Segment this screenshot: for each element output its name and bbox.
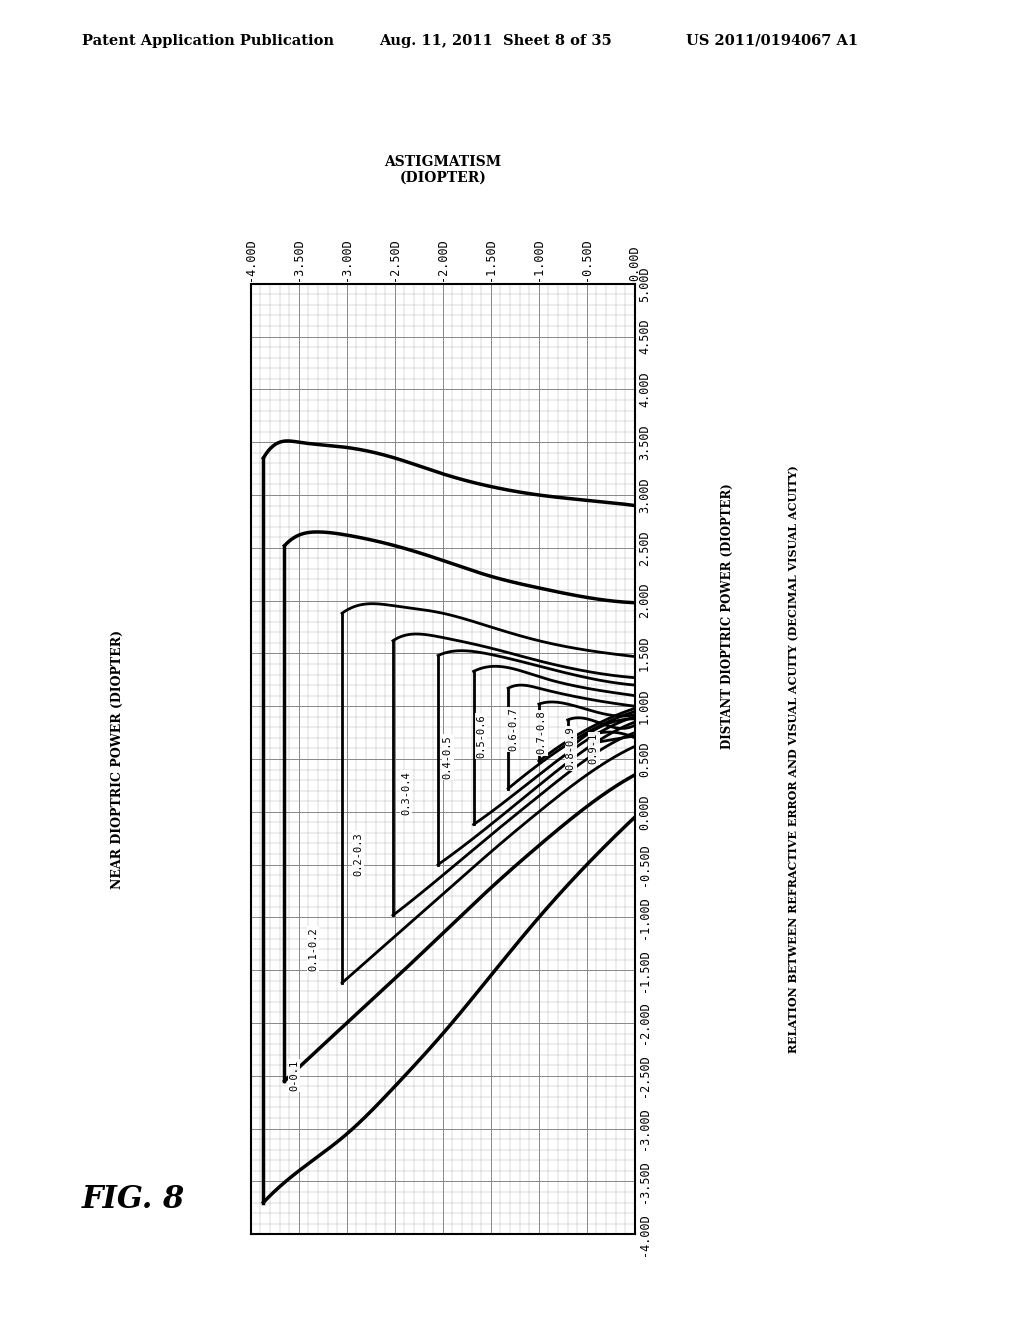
Text: 0.7-0.8: 0.7-0.8	[537, 710, 547, 755]
Text: 0.3-0.4: 0.3-0.4	[401, 771, 412, 814]
Text: 4.50D: 4.50D	[638, 319, 651, 354]
Text: 3.50D: 3.50D	[638, 425, 651, 459]
Text: 1.50D: 1.50D	[638, 636, 651, 671]
Text: 0.5-0.6: 0.5-0.6	[476, 714, 486, 758]
Text: -3.50D: -3.50D	[293, 239, 305, 281]
Text: -2.00D: -2.00D	[436, 239, 450, 281]
Text: FIG. 8: FIG. 8	[82, 1184, 185, 1214]
Text: -4.00D: -4.00D	[638, 1213, 651, 1255]
Text: 3.00D: 3.00D	[638, 478, 651, 512]
Text: 0.1-0.2: 0.1-0.2	[308, 927, 318, 972]
Text: 0-0.1: 0-0.1	[289, 1060, 299, 1092]
Text: -3.50D: -3.50D	[638, 1160, 651, 1203]
Text: 0.8-0.9: 0.8-0.9	[565, 726, 575, 771]
Text: 0.6-0.7: 0.6-0.7	[508, 708, 518, 751]
Text: 2.00D: 2.00D	[638, 583, 651, 618]
Text: NEAR DIOPTRIC POWER (DIOPTER): NEAR DIOPTRIC POWER (DIOPTER)	[112, 630, 124, 888]
Text: RELATION BETWEEN REFRACTIVE ERROR AND VISUAL ACUITY (DECIMAL VISUAL ACUITY): RELATION BETWEEN REFRACTIVE ERROR AND VI…	[788, 465, 799, 1053]
Text: 0.50D: 0.50D	[638, 742, 651, 776]
Text: 5.00D: 5.00D	[638, 267, 651, 301]
Text: -1.50D: -1.50D	[638, 949, 651, 991]
Text: -1.00D: -1.00D	[532, 239, 546, 281]
Text: -4.00D: -4.00D	[245, 239, 257, 281]
Text: 4.00D: 4.00D	[638, 372, 651, 407]
Text: ASTIGMATISM
(DIOPTER): ASTIGMATISM (DIOPTER)	[384, 154, 502, 185]
Text: DISTANT DIOPTRIC POWER (DIOPTER): DISTANT DIOPTRIC POWER (DIOPTER)	[721, 483, 733, 750]
Text: -2.00D: -2.00D	[638, 1002, 651, 1044]
Text: US 2011/0194067 A1: US 2011/0194067 A1	[686, 34, 858, 48]
Text: 1.00D: 1.00D	[638, 689, 651, 723]
Text: 0.4-0.5: 0.4-0.5	[442, 735, 453, 779]
Text: -1.50D: -1.50D	[484, 239, 498, 281]
Text: -2.50D: -2.50D	[638, 1055, 651, 1097]
Text: -3.00D: -3.00D	[340, 239, 353, 281]
Text: -3.00D: -3.00D	[638, 1107, 651, 1150]
Text: 0.00D: 0.00D	[638, 795, 651, 829]
Text: -1.00D: -1.00D	[638, 896, 651, 939]
Text: 2.50D: 2.50D	[638, 531, 651, 565]
Text: -2.50D: -2.50D	[388, 239, 401, 281]
Text: 0.00D: 0.00D	[629, 246, 641, 281]
Text: Aug. 11, 2011  Sheet 8 of 35: Aug. 11, 2011 Sheet 8 of 35	[379, 34, 611, 48]
Text: 0.2-0.3: 0.2-0.3	[353, 832, 364, 876]
Text: 0.9-1: 0.9-1	[589, 733, 599, 764]
Text: -0.50D: -0.50D	[581, 239, 593, 281]
Text: Patent Application Publication: Patent Application Publication	[82, 34, 334, 48]
Text: -0.50D: -0.50D	[638, 843, 651, 886]
